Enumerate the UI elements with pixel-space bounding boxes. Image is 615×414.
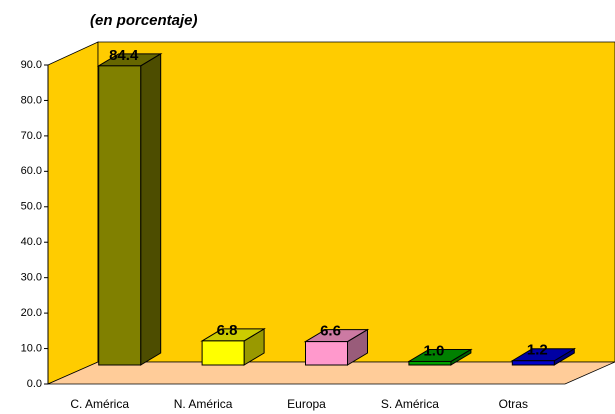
y-tick-label: 60.0 [21, 165, 42, 177]
data-label: 6.8 [217, 322, 238, 339]
y-tick-label: 20.0 [21, 307, 42, 319]
y-tick-label: 70.0 [21, 130, 42, 142]
x-tick-label: S. América [381, 397, 439, 411]
floor [47, 361, 615, 385]
y-tick-label: 0.0 [27, 378, 42, 390]
y-tick-label: 80.0 [21, 94, 42, 106]
data-label: 1.0 [423, 342, 444, 359]
y-tick-label: 90.0 [21, 59, 42, 71]
back-wall [97, 41, 615, 363]
bar [305, 341, 348, 366]
bar [201, 340, 245, 366]
bar [511, 360, 555, 366]
side-wall [47, 41, 99, 385]
y-tick-label: 40.0 [21, 236, 42, 248]
data-label: 1.2 [527, 342, 548, 359]
data-label: 6.6 [320, 323, 341, 340]
x-tick-label: N. América [174, 397, 233, 411]
y-tick-label: 50.0 [21, 201, 42, 213]
bar [98, 65, 142, 366]
data-label: 84.4 [109, 47, 139, 64]
x-tick-label: Otras [499, 397, 528, 411]
chart-title: (en porcentaje) [90, 12, 198, 29]
y-tick-label: 10.0 [21, 342, 42, 354]
bar [408, 360, 452, 366]
x-tick-label: C. América [70, 397, 129, 411]
bar-side [140, 52, 162, 366]
y-tick-label: 30.0 [21, 272, 42, 284]
x-tick-label: Europa [287, 397, 326, 411]
